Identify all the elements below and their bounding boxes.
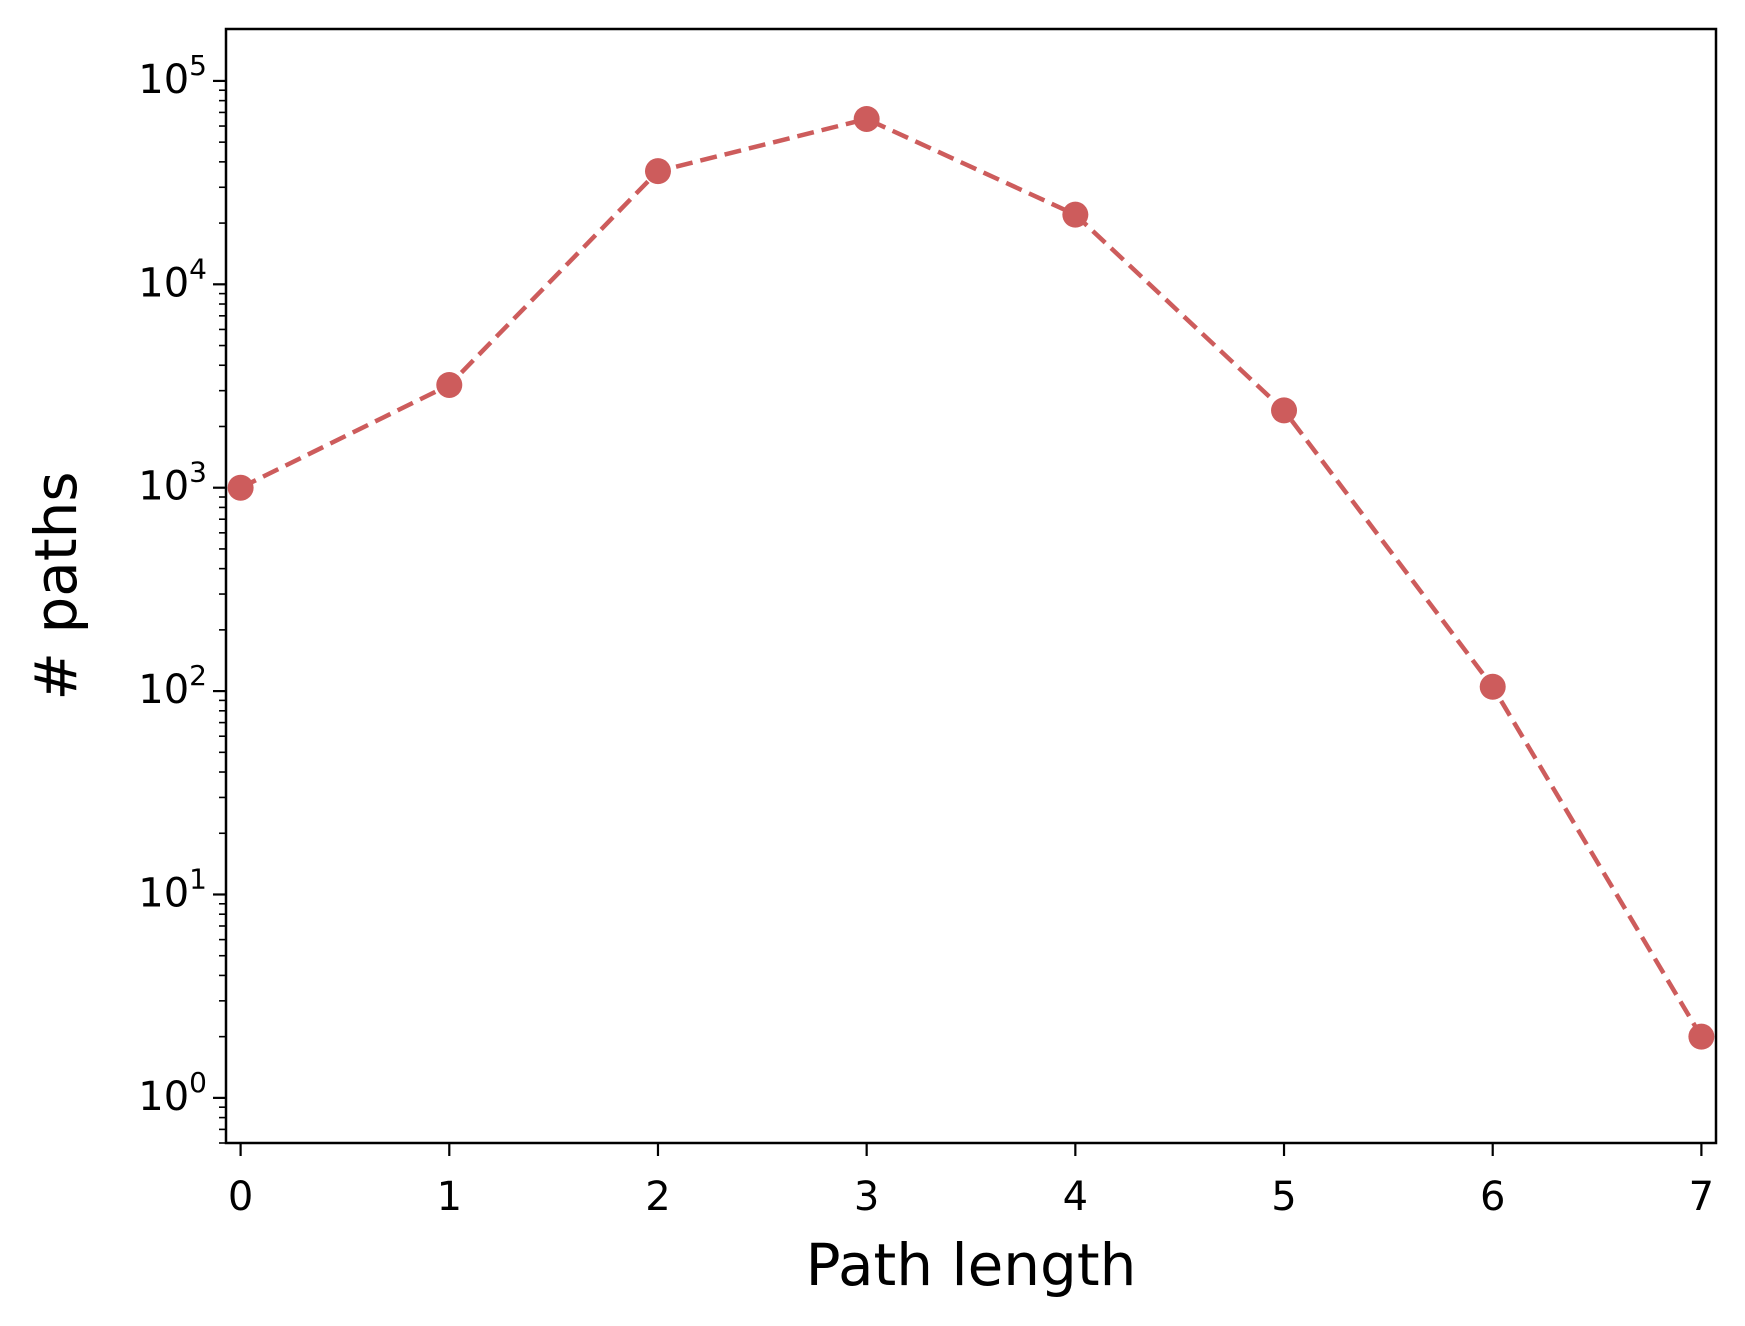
y-tick-label: 101	[138, 862, 207, 916]
y-tick-label: 104	[138, 252, 207, 306]
y-major-ticks: 100 101 102 103 104 105	[138, 49, 226, 1120]
data-point	[1062, 201, 1089, 228]
x-ticks: 0 1 2 3 4 5 6 7	[228, 1143, 1714, 1220]
x-tick-label: 6	[1480, 1174, 1505, 1220]
x-tick-label: 7	[1689, 1174, 1714, 1220]
series-line	[239, 116, 1704, 1038]
y-tick-label: 100	[138, 1066, 207, 1120]
data-point	[227, 474, 254, 501]
y-tick-label: 103	[138, 456, 207, 510]
x-axis-title: Path length	[806, 1231, 1137, 1299]
data-point	[1688, 1023, 1715, 1050]
data-point	[644, 158, 671, 185]
x-tick-label: 1	[437, 1174, 462, 1220]
data-point	[1479, 673, 1506, 700]
data-point	[1271, 397, 1298, 424]
x-tick-label: 5	[1271, 1174, 1296, 1220]
y-tick-label: 102	[138, 659, 207, 713]
series-layer	[227, 105, 1715, 1050]
plot-frame	[224, 27, 1718, 1145]
x-tick-label: 0	[228, 1174, 253, 1220]
x-tick-label: 4	[1063, 1174, 1088, 1220]
x-tick-label: 3	[854, 1174, 879, 1220]
x-tick-label: 2	[645, 1174, 670, 1220]
y-tick-label: 105	[138, 49, 207, 103]
data-point	[436, 371, 463, 398]
y-axis-title: # paths	[22, 471, 90, 700]
data-point	[853, 105, 880, 132]
